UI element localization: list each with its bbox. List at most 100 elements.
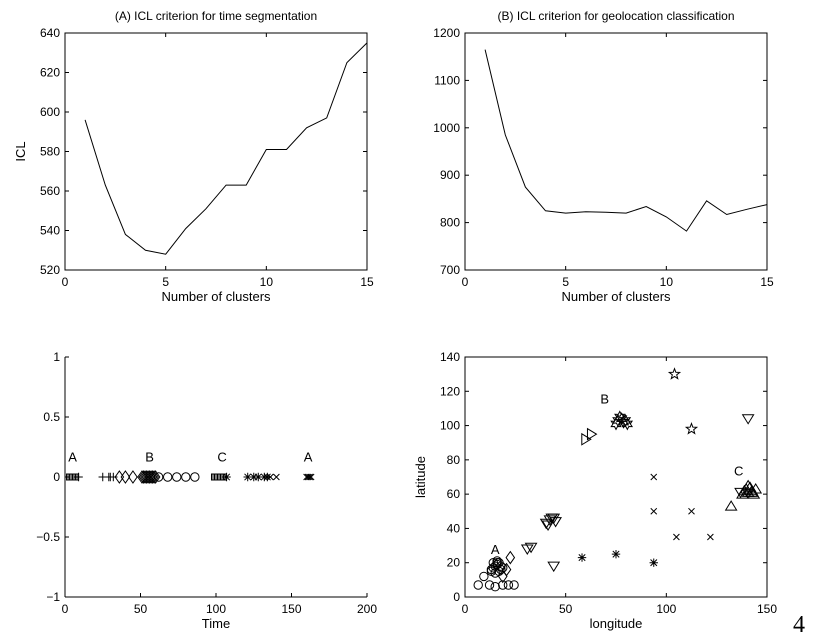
- data-point: [304, 473, 312, 481]
- chart-title: (A) ICL criterion for time segmentation: [115, 9, 317, 23]
- data-point: [621, 417, 634, 431]
- y-tick-label: 580: [40, 145, 60, 159]
- data-point: [688, 507, 695, 515]
- data-point: [267, 473, 274, 481]
- y-tick-label: 0.5: [43, 410, 60, 424]
- y-tick-label: 520: [40, 263, 60, 277]
- x-tick-label: 0: [62, 602, 69, 616]
- y-tick-label: 640: [40, 26, 60, 40]
- data-point: [611, 549, 621, 559]
- series-8-asterisk: [577, 549, 658, 567]
- series-line: [84, 42, 368, 255]
- data-point: [619, 413, 632, 428]
- data-point: [150, 470, 161, 484]
- series-4-tri-down: [520, 414, 755, 555]
- y-tick-label: 1: [53, 350, 60, 364]
- y-tick-label: 0: [453, 590, 460, 604]
- series-7-asterisk: [222, 472, 272, 482]
- series-8-x: [267, 473, 280, 481]
- data-point: [490, 582, 500, 592]
- y-tick-label: 80: [447, 453, 461, 467]
- x-tick-label: 5: [562, 275, 569, 289]
- x-tick-label: 15: [360, 275, 374, 289]
- y-tick-label: 800: [440, 216, 460, 230]
- y-tick-label: 40: [447, 521, 461, 535]
- data-point: [547, 561, 561, 573]
- data-point: [673, 533, 680, 541]
- cluster-label: B: [600, 391, 609, 406]
- data-point: [724, 500, 738, 511]
- x-tick-label: 0: [462, 275, 469, 289]
- series-4-diamond-dense: [137, 470, 161, 484]
- data-point: [520, 544, 534, 555]
- data-point: [492, 556, 502, 566]
- y-tick-label: −1: [46, 590, 60, 604]
- y-tick-label: 1100: [434, 73, 460, 87]
- series-2-circle-dense: [486, 556, 508, 578]
- series-3-diamond: [114, 470, 138, 484]
- data-point: [222, 472, 231, 482]
- data-point: [541, 520, 555, 531]
- data-point: [254, 472, 263, 482]
- data-point: [479, 571, 489, 582]
- x-tick-label: 100: [206, 602, 226, 616]
- y-axis-label: ICL: [13, 141, 28, 161]
- y-tick-label: 1200: [433, 26, 460, 40]
- y-tick-label: 620: [40, 66, 60, 80]
- x-tick-label: 15: [760, 275, 774, 289]
- plot-frame: [64, 32, 368, 271]
- data-point: [149, 470, 159, 484]
- data-point: [128, 470, 138, 484]
- page-number: 4: [793, 612, 805, 638]
- series-12-tri-up-dense: [737, 479, 763, 499]
- y-tick-label: 600: [40, 105, 60, 119]
- x-axis-label: longitude: [590, 616, 643, 631]
- series-3-diamond: [497, 550, 516, 584]
- y-tick-label: 100: [440, 419, 460, 433]
- cluster-label: A: [304, 449, 313, 464]
- data-point: [741, 414, 755, 425]
- y-tick-label: −0.5: [36, 530, 60, 544]
- series-2-plus: [74, 472, 118, 482]
- data-point: [650, 473, 658, 481]
- data-point: [109, 472, 118, 482]
- y-tick-label: 700: [440, 263, 460, 277]
- chart-panel-3: 0 50 100 150 200 −1 −0.5 0 0.5 1 Time A B C A: [36, 350, 377, 631]
- cluster-label: A: [68, 449, 77, 464]
- data-point: [153, 472, 164, 482]
- series-10-pentagram: [667, 367, 699, 435]
- data-point: [501, 562, 512, 577]
- y-tick-label: 1000: [433, 121, 460, 135]
- data-point: [263, 472, 272, 482]
- data-point: [747, 488, 761, 499]
- data-point: [172, 472, 182, 482]
- data-point: [667, 367, 682, 380]
- data-point: [307, 473, 315, 481]
- data-point: [147, 470, 158, 484]
- chart-panel-2: 0 5 10 15 700 800 900 1000 1100 1200 (B) ICL crite…: [433, 9, 774, 304]
- data-point: [737, 484, 751, 496]
- series-6-tri-right: [581, 427, 598, 446]
- data-point: [498, 580, 508, 590]
- data-point: [484, 580, 495, 590]
- data-point: [473, 580, 483, 590]
- x-tick-label: 10: [660, 275, 674, 289]
- data-point: [190, 472, 200, 482]
- x-tick-label: 100: [656, 602, 676, 616]
- data-point: [120, 470, 131, 484]
- x-axis-label: Number of clusters: [561, 289, 671, 304]
- data-point: [249, 472, 258, 482]
- x-tick-label: 0: [62, 275, 69, 289]
- data-point: [741, 479, 755, 491]
- x-tick-label: 150: [757, 602, 777, 616]
- y-tick-label: 20: [447, 556, 461, 570]
- series-5-circle: [153, 472, 200, 482]
- data-point: [306, 473, 313, 481]
- cluster-label: C: [734, 463, 743, 478]
- series-9-x: [303, 473, 315, 481]
- y-tick-label: 560: [40, 184, 60, 198]
- x-tick-label: 200: [357, 602, 377, 616]
- y-tick-label: 120: [440, 384, 460, 398]
- data-point: [162, 472, 173, 482]
- x-axis-label: Number of clusters: [161, 289, 271, 304]
